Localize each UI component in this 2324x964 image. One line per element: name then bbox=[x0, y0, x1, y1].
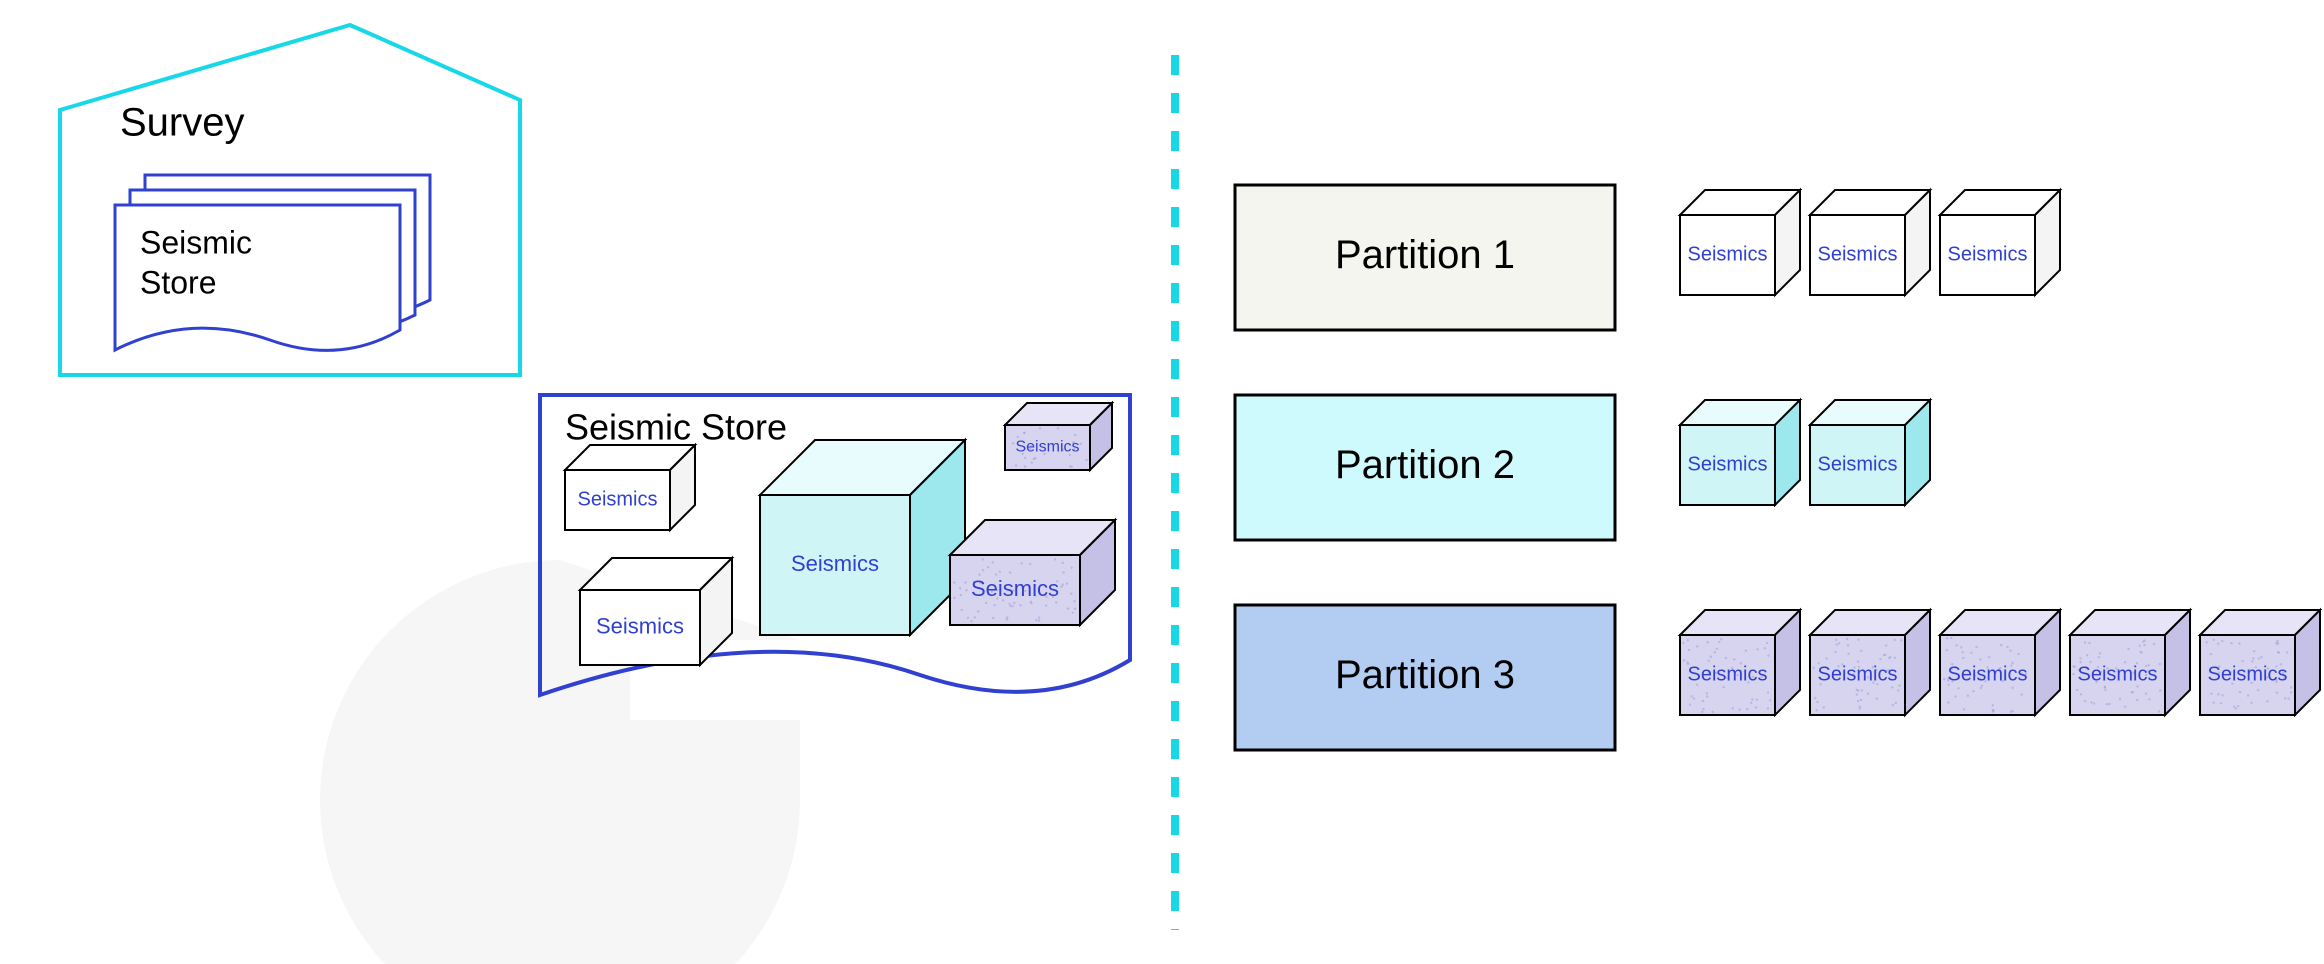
seismics-cube-label: Seismics bbox=[577, 488, 657, 510]
seismic-store-panel-label: Seismic Store bbox=[565, 407, 787, 448]
seismics-cube: Seismics bbox=[1680, 400, 1800, 505]
seismics-cube-label: Seismics bbox=[1015, 439, 1079, 456]
seismic-store-doc-label-line2: Store bbox=[140, 264, 216, 300]
seismics-cube: Seismics bbox=[565, 445, 695, 530]
seismics-cube: Seismics bbox=[2200, 610, 2320, 715]
seismics-cube: Seismics bbox=[580, 558, 732, 665]
partition-row: Partition 2 Seismics Seismics bbox=[1235, 395, 1930, 540]
seismics-cube: Seismics bbox=[760, 440, 965, 635]
seismics-cube-label: Seismics bbox=[596, 613, 684, 638]
seismics-cube-label: Seismics bbox=[791, 551, 879, 576]
seismics-cube-label: Seismics bbox=[1947, 243, 2027, 265]
seismics-cube-label: Seismics bbox=[971, 576, 1059, 601]
seismics-cube-label: Seismics bbox=[1687, 243, 1767, 265]
partitions-group: Partition 1SeismicsSeismicsSeismicsParti… bbox=[1235, 185, 2320, 750]
seismics-cube: Seismics bbox=[2070, 610, 2190, 715]
partition-label: Partition 3 bbox=[1335, 653, 1515, 697]
seismics-cube: Seismics bbox=[1680, 610, 1800, 715]
seismics-cube: Seismics bbox=[1810, 190, 1930, 295]
seismics-cube: Seismics bbox=[1810, 610, 1930, 715]
partition-row: Partition 1 Seismics Seismics Seismics bbox=[1235, 185, 2060, 330]
seismics-cube: Seismics bbox=[1940, 610, 2060, 715]
partition-row: Partition 3 Seismics Seismics Seismics Seism… bbox=[1235, 605, 2320, 750]
survey-label: Survey bbox=[120, 101, 245, 145]
seismics-cube-label: Seismics bbox=[1687, 663, 1767, 685]
seismics-cube: Seismics bbox=[1940, 190, 2060, 295]
seismics-cube-label: Seismics bbox=[1817, 453, 1897, 475]
seismics-cube-label: Seismics bbox=[1947, 663, 2027, 685]
seismic-store-doc-stack: Seismic Store bbox=[115, 175, 430, 350]
seismics-cube: Seismics bbox=[950, 520, 1115, 625]
seismics-cube-label: Seismics bbox=[1817, 663, 1897, 685]
partition-label: Partition 2 bbox=[1335, 443, 1515, 487]
seismics-cube-label: Seismics bbox=[2077, 663, 2157, 685]
partition-label: Partition 1 bbox=[1335, 233, 1515, 277]
seismics-cube-label: Seismics bbox=[2207, 663, 2287, 685]
seismics-cube: Seismics bbox=[1680, 190, 1800, 295]
seismics-cube-label: Seismics bbox=[1817, 243, 1897, 265]
seismics-cube-label: Seismics bbox=[1687, 453, 1767, 475]
seismics-cube: Seismics bbox=[1810, 400, 1930, 505]
seismics-cube: Seismics bbox=[1005, 403, 1112, 470]
seismic-store-doc-label-line1: Seismic bbox=[140, 224, 252, 260]
